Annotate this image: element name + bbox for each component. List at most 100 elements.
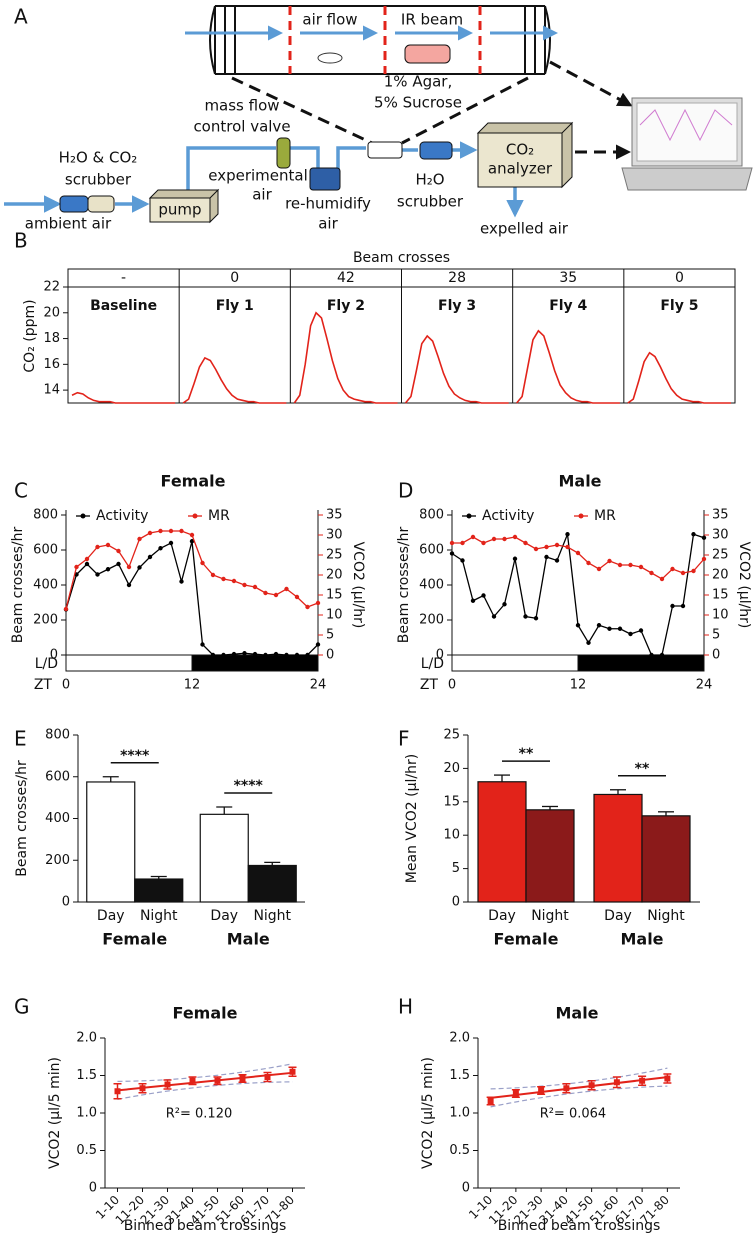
- point: [502, 602, 507, 607]
- legend-label: Activity: [482, 508, 534, 524]
- series-line: [65, 541, 319, 656]
- confidence-band: [490, 1085, 668, 1108]
- label: CO₂: [506, 141, 534, 159]
- label: mass flow: [204, 97, 279, 115]
- y-tick-label: 10: [443, 828, 460, 843]
- point: [544, 544, 549, 550]
- ld-label: L/D: [421, 656, 444, 672]
- y-tick-label: 400: [33, 578, 58, 593]
- point: [563, 1085, 570, 1092]
- panel-a: A air flow IR beam 1% Agar, 5% Sucrose: [4, 5, 753, 238]
- point: [242, 651, 247, 656]
- category-label: Male: [620, 930, 663, 949]
- point: [210, 652, 216, 658]
- point: [565, 544, 570, 550]
- point: [607, 626, 612, 631]
- label: air: [318, 215, 338, 233]
- point: [680, 603, 686, 609]
- point: [179, 528, 184, 534]
- significance: **: [519, 746, 534, 762]
- y-tick-label: 400: [45, 811, 70, 826]
- legend-label: MR: [208, 508, 230, 524]
- light-period: [451, 654, 579, 672]
- point: [638, 564, 644, 570]
- header: Beam crosses: [353, 250, 450, 266]
- co2-trace: [627, 351, 731, 404]
- point: [105, 542, 111, 548]
- point: [289, 1068, 296, 1075]
- point: [137, 565, 142, 570]
- axis-label: VCO2 (µl/5 min): [47, 1057, 63, 1169]
- x-tick-label: 12: [570, 678, 587, 693]
- scrubber: [59, 195, 89, 213]
- point: [664, 1075, 671, 1082]
- point: [105, 567, 111, 572]
- y-tick-label: 0: [712, 648, 720, 663]
- point: [691, 532, 696, 537]
- y-tick-label: 800: [419, 508, 444, 523]
- point: [315, 600, 321, 606]
- category-label: Male: [227, 930, 270, 949]
- point: [481, 593, 486, 598]
- label: scrubber: [65, 171, 132, 189]
- y-tick-label: 2.0: [449, 1031, 470, 1046]
- pump-box: [149, 197, 211, 223]
- legend-label: MR: [594, 508, 616, 524]
- y-tick-label: 16: [43, 357, 60, 372]
- co2-trace: [516, 329, 620, 404]
- y-tick-label: 5: [326, 628, 334, 643]
- beam-crosses: 42: [337, 270, 355, 286]
- point: [84, 561, 90, 567]
- y-tick-label: 0: [326, 648, 334, 663]
- point: [575, 550, 581, 556]
- y-tick-label: 0: [62, 895, 70, 910]
- y-tick-label: 25: [326, 548, 343, 563]
- y-tick-label: 15: [712, 588, 729, 603]
- x-tick-label: Night: [253, 908, 291, 924]
- point: [554, 542, 560, 548]
- legend-dot: [192, 513, 198, 519]
- y-tick-label: 0: [462, 1181, 470, 1196]
- point: [294, 594, 300, 600]
- x-tick-label: Day: [210, 908, 238, 924]
- ld-label: L/D: [35, 656, 58, 672]
- point: [189, 1077, 196, 1084]
- x-tick-label: 24: [696, 678, 713, 693]
- point: [701, 556, 707, 562]
- annotation: R²= 0.064: [540, 1107, 607, 1122]
- x-tick-label: 12: [184, 678, 201, 693]
- food-cylinder: [404, 44, 451, 64]
- y-tick-label: 200: [33, 613, 58, 628]
- point: [502, 536, 507, 542]
- point: [168, 540, 174, 546]
- y-tick-label: 15: [443, 794, 460, 809]
- point: [284, 586, 289, 592]
- segment-name: Fly 4: [549, 298, 587, 314]
- y-tick-label: 30: [326, 528, 343, 543]
- light-period: [65, 654, 193, 672]
- panel-letter: D: [398, 479, 413, 503]
- point: [449, 551, 455, 556]
- beam-crosses: 35: [559, 270, 577, 286]
- y-tick-label: 25: [443, 728, 460, 743]
- label: 5% Sucrose: [374, 94, 462, 112]
- point: [701, 535, 707, 540]
- point: [305, 604, 310, 610]
- axis-label: VCO2 (µl/hr): [736, 542, 752, 629]
- point: [638, 628, 644, 633]
- label: air flow: [302, 11, 357, 29]
- bar: [525, 809, 575, 903]
- point: [628, 562, 633, 568]
- scrubber: [419, 141, 453, 160]
- y-tick-label: 20: [712, 568, 729, 583]
- category-label: Female: [494, 930, 559, 949]
- point: [680, 570, 686, 576]
- point: [523, 540, 528, 546]
- significance: ****: [120, 748, 150, 764]
- y-tick-label: 0: [50, 648, 58, 663]
- point: [533, 546, 539, 552]
- panel-letter: A: [14, 5, 28, 29]
- point: [63, 606, 69, 612]
- x-tick-label: Night: [647, 908, 685, 924]
- bar: [199, 813, 249, 903]
